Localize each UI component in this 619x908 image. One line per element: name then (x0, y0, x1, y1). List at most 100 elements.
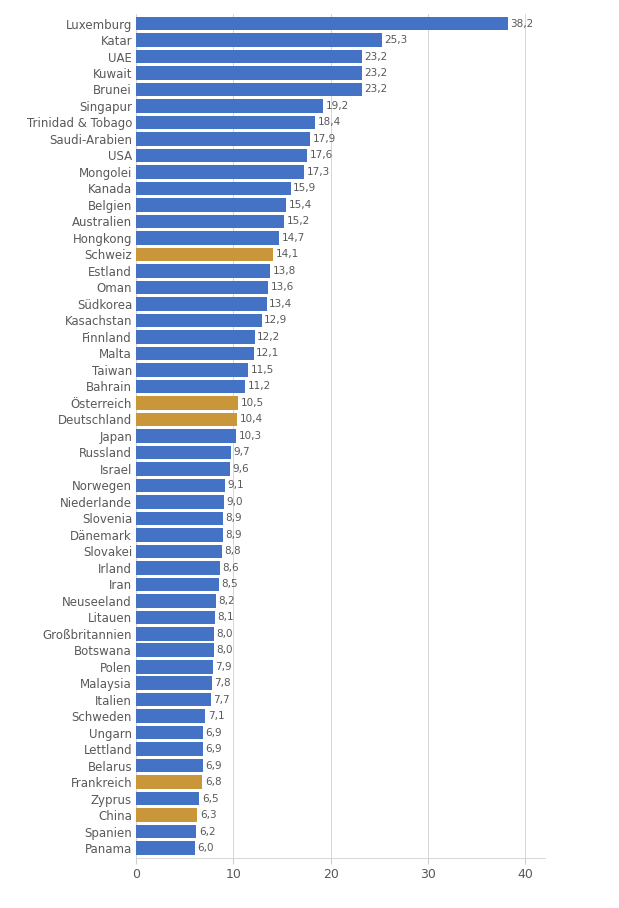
Bar (136, 133, 310, 145)
Text: 8,6: 8,6 (222, 563, 239, 573)
Bar (136, 545, 222, 558)
Text: 23,2: 23,2 (364, 68, 387, 78)
Bar (136, 775, 202, 789)
Bar (136, 495, 223, 508)
Text: 12,2: 12,2 (258, 332, 280, 342)
Bar (136, 264, 271, 278)
Bar (136, 347, 254, 360)
Text: 15,9: 15,9 (293, 183, 316, 193)
Bar (136, 528, 223, 541)
Bar (136, 83, 362, 96)
Bar (136, 16, 508, 30)
Text: 9,6: 9,6 (232, 464, 249, 474)
Text: 13,6: 13,6 (271, 282, 294, 292)
Text: 6,9: 6,9 (206, 745, 222, 755)
Text: 7,1: 7,1 (208, 711, 224, 721)
Text: 9,0: 9,0 (226, 497, 243, 507)
Bar (136, 759, 203, 773)
Bar (136, 232, 279, 244)
Text: 6,9: 6,9 (206, 761, 222, 771)
Text: 38,2: 38,2 (510, 18, 534, 28)
Bar (136, 561, 220, 575)
Text: 8,5: 8,5 (222, 579, 238, 589)
Bar (136, 34, 383, 47)
Bar (136, 743, 203, 756)
Text: 8,9: 8,9 (225, 513, 242, 523)
Text: 18,4: 18,4 (318, 117, 341, 127)
Text: 17,9: 17,9 (313, 134, 336, 144)
Text: 23,2: 23,2 (364, 84, 387, 94)
Text: 6,8: 6,8 (205, 777, 222, 787)
Bar (136, 627, 214, 640)
Text: 19,2: 19,2 (326, 101, 348, 111)
Bar (136, 412, 237, 426)
Text: 9,1: 9,1 (227, 480, 244, 490)
Text: 12,1: 12,1 (256, 349, 280, 359)
Text: 8,0: 8,0 (217, 646, 233, 656)
Bar (136, 644, 214, 657)
Bar (136, 363, 248, 377)
Bar (136, 792, 199, 805)
Bar (136, 182, 291, 195)
Bar (136, 313, 262, 327)
Bar (136, 824, 196, 838)
Text: 25,3: 25,3 (385, 35, 408, 45)
Bar (136, 214, 284, 228)
Text: 6,0: 6,0 (197, 844, 214, 854)
Bar (136, 165, 305, 179)
Text: 6,2: 6,2 (199, 826, 215, 836)
Bar (136, 66, 362, 80)
Text: 13,4: 13,4 (269, 299, 292, 309)
Text: 11,5: 11,5 (251, 365, 274, 375)
Bar (136, 297, 267, 311)
Text: 14,1: 14,1 (276, 250, 299, 260)
Bar (136, 808, 197, 822)
Bar (136, 594, 216, 607)
Bar (136, 610, 215, 624)
Text: 9,7: 9,7 (233, 448, 249, 458)
Text: 23,2: 23,2 (364, 52, 387, 62)
Text: 10,5: 10,5 (241, 398, 264, 408)
Bar (136, 577, 219, 591)
Text: 7,9: 7,9 (215, 662, 232, 672)
Bar (136, 660, 213, 674)
Bar (136, 693, 211, 706)
Text: 6,9: 6,9 (206, 727, 222, 737)
Bar (136, 396, 238, 410)
Bar (136, 446, 230, 459)
Text: 7,8: 7,8 (215, 678, 231, 688)
Text: 10,3: 10,3 (239, 430, 262, 441)
Text: 8,0: 8,0 (217, 628, 233, 638)
Bar (136, 380, 245, 393)
Text: 8,9: 8,9 (225, 529, 242, 539)
Bar (136, 842, 194, 855)
Bar (136, 709, 206, 723)
Bar (136, 726, 203, 739)
Bar (136, 479, 225, 492)
Text: 17,6: 17,6 (310, 151, 333, 161)
Bar (136, 50, 362, 64)
Bar (136, 331, 255, 343)
Text: 12,9: 12,9 (264, 315, 287, 325)
Text: 6,3: 6,3 (200, 810, 217, 820)
Bar (136, 115, 315, 129)
Text: 15,2: 15,2 (287, 216, 310, 226)
Text: 6,5: 6,5 (202, 794, 219, 804)
Text: 14,7: 14,7 (282, 233, 305, 243)
Text: 7,7: 7,7 (214, 695, 230, 705)
Text: 8,2: 8,2 (219, 596, 235, 606)
Text: 13,8: 13,8 (273, 266, 296, 276)
Bar (136, 462, 230, 476)
Text: 11,2: 11,2 (248, 381, 271, 391)
Bar (136, 149, 308, 163)
Bar (136, 198, 286, 212)
Text: 8,8: 8,8 (224, 547, 241, 557)
Text: 15,4: 15,4 (288, 200, 311, 210)
Bar (136, 511, 223, 525)
Bar (136, 99, 323, 113)
Bar (136, 248, 274, 262)
Text: 10,4: 10,4 (240, 414, 263, 424)
Bar (136, 676, 212, 690)
Bar (136, 281, 269, 294)
Bar (136, 429, 236, 442)
